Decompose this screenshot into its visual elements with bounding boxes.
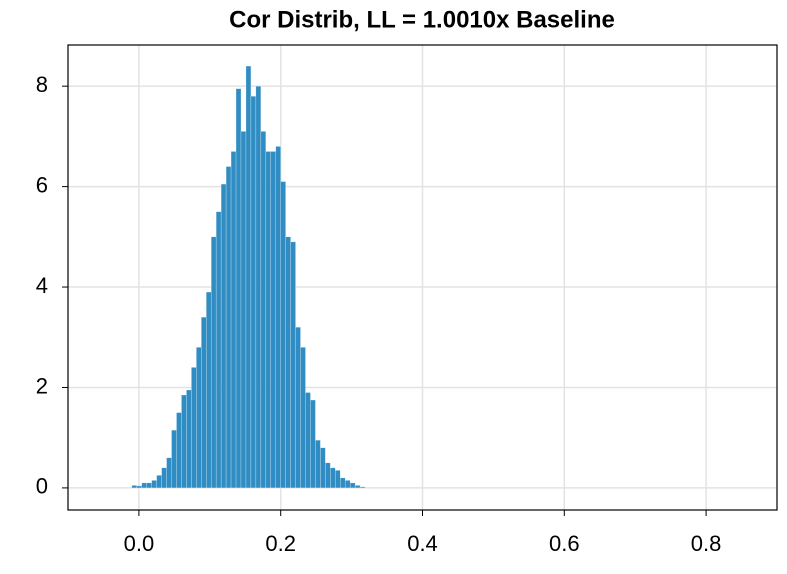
bar: [186, 389, 192, 489]
bar: [230, 151, 237, 489]
x-tick-label: 0.4: [407, 531, 438, 556]
x-tick-label: 0.6: [549, 531, 580, 556]
bar: [330, 467, 336, 489]
bar: [166, 457, 172, 489]
bar: [156, 475, 162, 489]
bar: [275, 146, 281, 489]
bar: [280, 181, 286, 489]
bar: [340, 477, 346, 489]
chart-title: Cor Distrib, LL = 1.0010x Baseline: [229, 6, 615, 33]
bar: [270, 151, 276, 489]
bar: [161, 467, 167, 489]
bar: [235, 88, 242, 489]
x-tick-label: 0.0: [124, 531, 155, 556]
bar: [325, 462, 331, 489]
bar: [315, 439, 321, 489]
bar: [151, 480, 157, 489]
bar: [305, 392, 311, 489]
plot-frame: [67, 44, 778, 511]
bar: [131, 485, 138, 489]
bar: [176, 412, 182, 489]
bar: [260, 131, 267, 489]
bar: [354, 485, 361, 489]
bar: [295, 326, 301, 489]
bar: [250, 95, 257, 489]
y-tick-label: 6: [36, 172, 48, 197]
bar: [171, 429, 177, 489]
bar: [196, 347, 202, 489]
x-tick-label: 0.2: [265, 531, 296, 556]
bar: [181, 394, 187, 489]
bar: [201, 316, 207, 489]
bar: [320, 447, 326, 489]
x-tick-label: 0.8: [691, 531, 722, 556]
bar: [210, 236, 217, 489]
bar: [220, 183, 227, 489]
bar: [191, 367, 197, 489]
bar: [255, 85, 262, 489]
bar: [225, 166, 232, 489]
y-tick-label: 4: [36, 273, 48, 298]
bar: [285, 236, 291, 489]
bar: [136, 485, 142, 489]
bar: [310, 399, 316, 489]
y-tick-label: 2: [36, 373, 48, 398]
bar: [215, 211, 222, 489]
bar: [146, 482, 152, 489]
bar: [335, 470, 341, 489]
bar: [359, 486, 366, 489]
y-tick-label: 0: [36, 474, 48, 499]
bar: [300, 347, 306, 489]
bar: [240, 131, 247, 489]
bar: [141, 482, 147, 489]
bar: [349, 482, 356, 489]
bar: [344, 480, 351, 489]
bar: [265, 151, 272, 489]
bar: [245, 65, 252, 489]
bar: [206, 291, 212, 489]
y-tick-label: 8: [36, 72, 48, 97]
bar: [290, 241, 296, 489]
